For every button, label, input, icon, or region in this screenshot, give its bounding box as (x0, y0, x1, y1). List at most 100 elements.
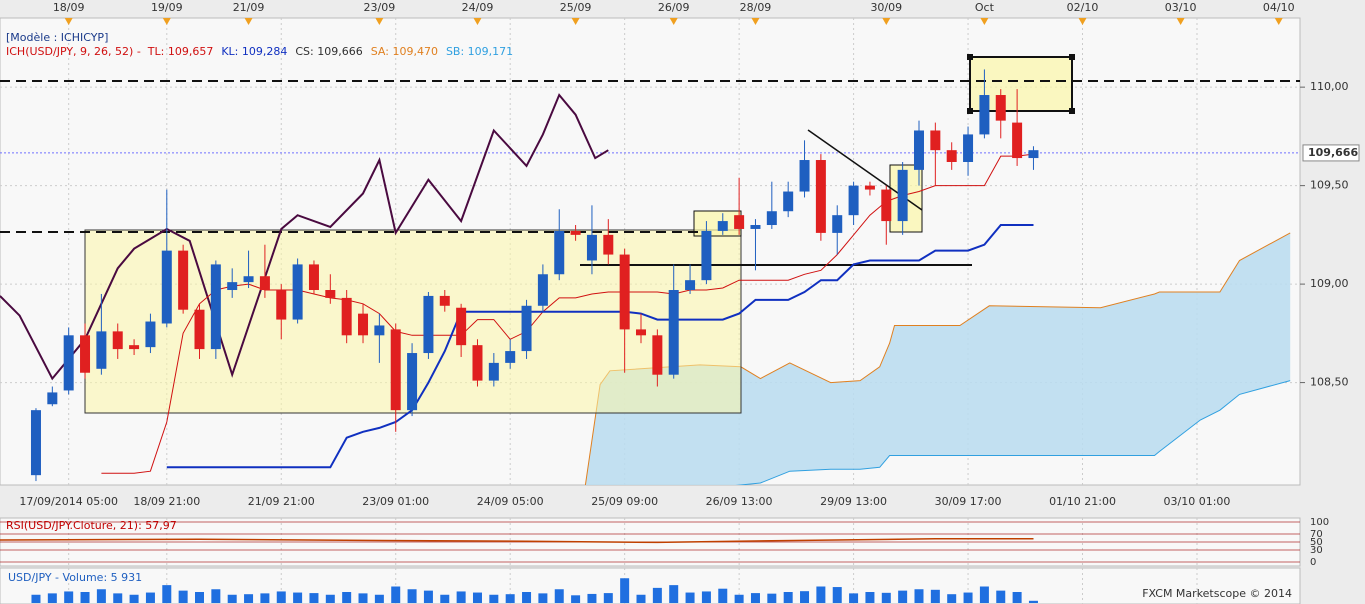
candle-body (276, 290, 287, 320)
candle-body (750, 225, 761, 229)
top-tick-label: 04/10 (1263, 1, 1295, 14)
candle-body (30, 410, 41, 476)
handle (967, 108, 973, 114)
volume-bar (407, 589, 417, 603)
candle-body (308, 264, 319, 291)
candle-body (652, 335, 663, 375)
panels (0, 521, 1300, 603)
volume-bar (554, 589, 564, 603)
volume-bar (930, 589, 940, 603)
top-tick-label: 23/09 (364, 1, 396, 14)
chikou-line (0, 93, 609, 381)
volume-bar (1012, 592, 1022, 603)
candle-body (717, 221, 728, 231)
volume-bar (996, 590, 1006, 603)
top-tick-label: 25/09 (560, 1, 592, 14)
candle-body (227, 282, 238, 291)
volume-title: USD/JPY - Volume: 5 931 (8, 571, 142, 584)
volume-bar (260, 593, 270, 603)
top-tick-marker (1274, 18, 1283, 25)
volume-bar (538, 593, 548, 603)
x-tick-label: 03/10 01:00 (1164, 495, 1231, 508)
volume-bar (881, 592, 891, 603)
volume-bar (1028, 600, 1038, 603)
last-price-label: 109,666 (1308, 146, 1358, 159)
candle-body (979, 95, 990, 135)
top-tick-label: 26/09 (658, 1, 690, 14)
volume-bar (325, 594, 335, 603)
candle-body (881, 189, 892, 222)
indicator-line (166, 224, 1034, 469)
top-tick-label: Oct (975, 1, 995, 14)
legend: ICH(USD/JPY, 9, 26, 52) - TL: 109,657 KL: … (6, 45, 513, 58)
candle-body (783, 191, 794, 212)
top-tick-label: 03/10 (1165, 1, 1197, 14)
top-tick-marker (1078, 18, 1087, 25)
volume-bar (391, 586, 401, 603)
top-tick-label: 24/09 (462, 1, 494, 14)
marks (0, 69, 1039, 482)
candle-body (734, 215, 745, 229)
volume-bar (227, 594, 237, 603)
volume-bar (358, 593, 368, 603)
candle-body (259, 276, 270, 291)
top-tick-marker (751, 18, 760, 25)
candle-body (570, 230, 581, 235)
candle-body (913, 130, 924, 170)
span-b (735, 380, 1291, 485)
y-tick-label: 0 (1310, 557, 1316, 568)
volume-bar (767, 593, 777, 603)
volume-bar (342, 592, 352, 603)
top-tick-marker (64, 18, 73, 25)
volume-bar (489, 594, 499, 603)
volume-bar (816, 586, 826, 603)
candle-body (325, 290, 336, 298)
candle-body (488, 362, 499, 381)
volume-bar (129, 594, 139, 603)
labels: [Modèle : ICHICYP] ICH(USD/JPY, 9, 26, 5… (6, 1, 1360, 600)
candle-body (619, 254, 630, 330)
last-price-box (1302, 144, 1360, 162)
candle-body (472, 345, 483, 381)
top-tick-marker (162, 18, 171, 25)
y-tick-label: 109,50 (1310, 179, 1349, 192)
volume-bar (522, 592, 532, 603)
y-tick-label: 70 (1310, 529, 1323, 540)
y-tick-label: 50 (1310, 537, 1323, 548)
top-tick-marker (882, 18, 891, 25)
volume-bar (669, 585, 679, 603)
volume-bar (80, 592, 90, 603)
volume-bar (64, 591, 74, 603)
volume-bar (211, 589, 221, 603)
top-tick-label: 19/09 (151, 1, 183, 14)
candle-body (374, 325, 385, 336)
candle-body (1012, 122, 1023, 159)
candle-body (112, 331, 123, 350)
candle-body (766, 211, 777, 226)
candle-body (521, 305, 532, 352)
candle-body (864, 185, 875, 190)
candle-body (701, 230, 712, 281)
candle-body (161, 250, 172, 324)
candle-body (848, 185, 859, 216)
candle-body (995, 95, 1006, 121)
y-tick-label: 110,00 (1310, 80, 1349, 93)
x-tick-label: 21/09 21:00 (248, 495, 315, 508)
top-tick-marker (1176, 18, 1185, 25)
volume-bar (783, 592, 793, 603)
volume-bar (620, 578, 630, 603)
volume-bar (440, 594, 450, 603)
top-tick-label: 21/09 (233, 1, 265, 14)
candle-body (554, 230, 565, 275)
volume-bar (603, 593, 613, 603)
handle (1069, 54, 1075, 60)
candle-body (603, 234, 614, 255)
top-tick-label: 18/09 (53, 1, 85, 14)
volume-bar (472, 592, 482, 603)
top-tick-marker (669, 18, 678, 25)
x-tick-label: 17/09/2014 05:00 (19, 495, 118, 508)
candle-body (456, 307, 467, 346)
volume-bar (734, 594, 744, 603)
volume-bar (96, 589, 106, 603)
